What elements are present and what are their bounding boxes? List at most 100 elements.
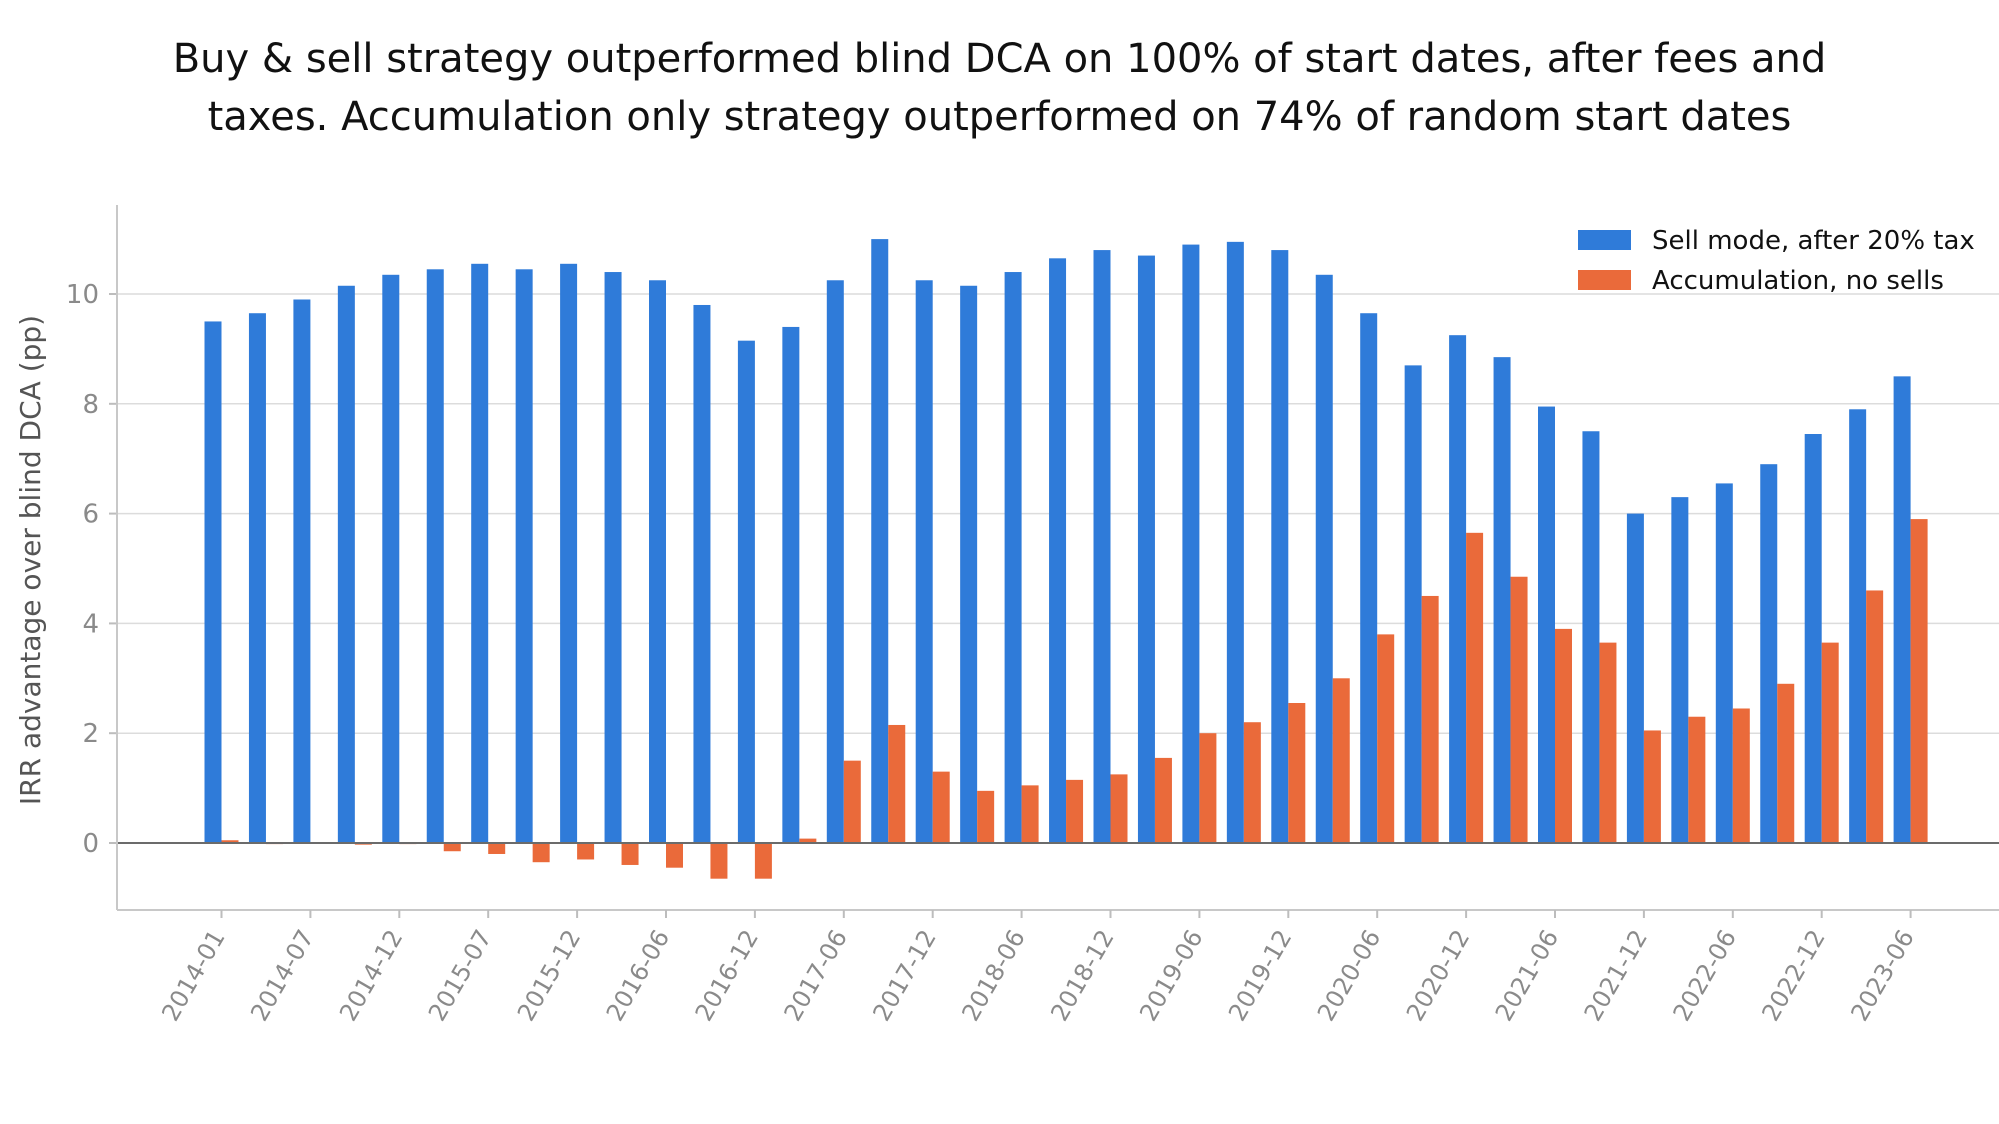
- x-tick-label: 2015-12: [512, 925, 586, 1026]
- x-tick-label: 2017-06: [779, 925, 853, 1026]
- bar-accumulation: [488, 843, 506, 854]
- bar-sell-mode: [1538, 406, 1555, 843]
- bar-accumulation: [932, 771, 950, 843]
- bar-sell-mode: [693, 304, 711, 844]
- legend-swatch: [1578, 270, 1631, 290]
- bar-sell-mode: [293, 299, 311, 843]
- bar-sell-mode: [1315, 274, 1333, 843]
- y-tick-label: 10: [66, 280, 99, 310]
- chart-title-line-1: Buy & sell strategy outperformed blind D…: [172, 36, 1827, 82]
- bar-accumulation: [1910, 519, 1928, 843]
- bar-sell-mode: [1582, 431, 1600, 843]
- bar-sell-mode: [1760, 464, 1778, 843]
- bar-sell-mode: [1226, 241, 1244, 844]
- bar-sell-mode: [649, 280, 666, 843]
- x-tick-label: 2022-06: [1668, 925, 1742, 1026]
- x-tick-label: 2021-12: [1579, 925, 1653, 1026]
- chart-title-line-2: taxes. Accumulation only strategy outper…: [207, 94, 1792, 140]
- bar-accumulation: [1154, 757, 1172, 843]
- bar-sell-mode: [382, 274, 400, 843]
- bar-sell-mode: [560, 263, 578, 843]
- y-tick-label: 0: [82, 829, 99, 859]
- x-tick-label: 2019-12: [1223, 925, 1297, 1026]
- bar-sell-mode: [1715, 483, 1733, 843]
- bar-sell-mode: [1004, 272, 1022, 843]
- bar-sell-mode: [1360, 313, 1378, 844]
- chart-title: Buy & sell strategy outperformed blind D…: [0, 30, 1999, 146]
- bar-sell-mode: [1671, 497, 1689, 843]
- bar-sell-mode: [960, 285, 978, 843]
- bar-accumulation: [1288, 703, 1306, 843]
- x-tick-label: 2018-12: [1045, 925, 1119, 1026]
- bar-accumulation: [1243, 722, 1261, 843]
- x-tick-label: 2014-12: [334, 925, 408, 1026]
- x-tick-label: 2020-06: [1312, 925, 1386, 1026]
- bar-sell-mode: [1449, 335, 1467, 843]
- bar-accumulation: [443, 843, 461, 852]
- bar-accumulation: [1688, 716, 1706, 843]
- bar-accumulation: [1421, 595, 1439, 843]
- bar-accumulation: [710, 843, 728, 879]
- bar-sell-mode: [1626, 513, 1644, 843]
- bar-sell-mode: [1893, 376, 1911, 843]
- bar-sell-mode: [1182, 244, 1200, 844]
- bar-accumulation: [1066, 779, 1084, 843]
- bar-sell-mode: [915, 280, 933, 843]
- bar-accumulation: [843, 760, 861, 843]
- bar-sell-mode: [471, 263, 489, 843]
- bar-accumulation: [1555, 628, 1572, 843]
- bar-accumulation: [532, 843, 550, 863]
- y-tick-label: 6: [82, 500, 99, 530]
- bar-accumulation: [1821, 642, 1839, 843]
- bar-sell-mode: [426, 269, 444, 843]
- bar-accumulation: [1110, 774, 1128, 844]
- x-tick-label: 2017-12: [868, 925, 942, 1026]
- bar-accumulation: [1021, 785, 1039, 844]
- legend-label: Accumulation, no sells: [1652, 266, 1944, 296]
- x-tick-label: 2016-12: [690, 925, 764, 1026]
- bar-accumulation: [799, 838, 817, 843]
- bar-sell-mode: [604, 272, 622, 843]
- bar-accumulation: [754, 843, 772, 879]
- x-tick-label: 2020-12: [1401, 925, 1475, 1026]
- bar-accumulation: [621, 843, 639, 865]
- bar-accumulation: [1599, 642, 1617, 843]
- bar-accumulation: [1643, 730, 1661, 843]
- x-tick-label: 2016-06: [601, 925, 675, 1026]
- bar-accumulation: [1199, 733, 1217, 843]
- bar-accumulation: [666, 843, 683, 868]
- x-tick-label: 2019-06: [1134, 925, 1208, 1026]
- bar-sell-mode: [1404, 365, 1422, 843]
- bar-accumulation: [1332, 678, 1350, 843]
- y-axis-label: IRR advantage over blind DCA (pp): [14, 315, 47, 805]
- bar-accumulation: [888, 724, 906, 843]
- bar-sell-mode: [1804, 434, 1822, 843]
- bar-sell-mode: [1137, 255, 1155, 843]
- bar-accumulation: [577, 843, 595, 860]
- bar-sell-mode: [826, 280, 844, 843]
- bar-accumulation: [221, 840, 239, 843]
- bars: [204, 239, 1928, 879]
- legend: Sell mode, after 20% tax Accumulation, no…: [1578, 226, 1975, 296]
- bar-sell-mode: [1093, 250, 1111, 843]
- bar-sell-mode: [337, 285, 355, 843]
- bar-sell-mode: [871, 239, 889, 844]
- bar-accumulation: [1510, 576, 1528, 843]
- y-tick-label: 4: [82, 609, 99, 639]
- axes: 0 2 4 6 8 10 2014-01 2014-07 2014-12 2015-07 2015-…: [66, 205, 1999, 1026]
- bar-accumulation: [1466, 532, 1484, 844]
- bar-sell-mode: [782, 326, 800, 843]
- y-tick-label: 8: [82, 390, 99, 420]
- x-tick-label: 2021-06: [1490, 925, 1564, 1026]
- x-tick-label: 2015-07: [423, 925, 497, 1026]
- bar-accumulation: [1732, 708, 1750, 843]
- bar-sell-mode: [1493, 357, 1511, 843]
- bar-accumulation: [977, 790, 995, 843]
- x-tick-label: 2023-06: [1845, 925, 1919, 1026]
- x-tick-label: 2014-07: [245, 925, 319, 1026]
- x-tick-label: 2014-01: [156, 925, 230, 1026]
- legend-swatch: [1578, 230, 1631, 250]
- bar-accumulation: [1777, 683, 1795, 843]
- bar-sell-mode: [1849, 409, 1867, 843]
